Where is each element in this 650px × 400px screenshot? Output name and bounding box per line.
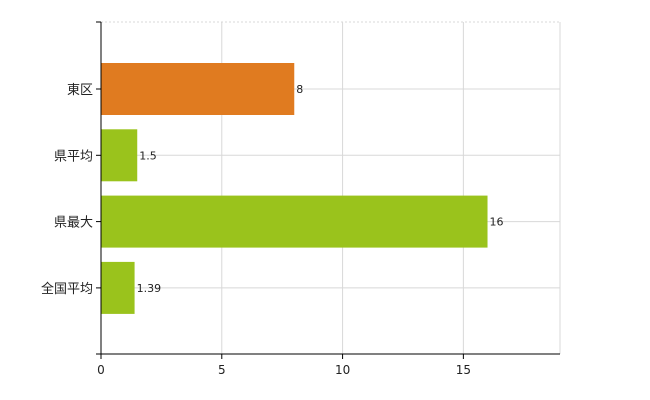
gridlines — [101, 21, 561, 354]
bar — [101, 129, 138, 182]
bar — [101, 261, 135, 314]
x-tick-label: 0 — [97, 363, 105, 377]
category-label: 県平均 — [54, 149, 93, 164]
data-label: 16 — [490, 216, 504, 229]
bar — [101, 195, 488, 248]
data-label: 1.5 — [139, 149, 157, 162]
category-label: 県最大 — [54, 216, 93, 231]
data-label: 1.39 — [137, 282, 162, 295]
axes — [96, 21, 560, 359]
category-label: 全国平均 — [41, 281, 93, 297]
x-tick-label: 15 — [456, 363, 471, 377]
x-tick-label: 10 — [335, 363, 350, 377]
category-label: 東区 — [67, 82, 93, 98]
x-tick-label: 5 — [218, 363, 226, 377]
bar — [101, 63, 295, 115]
bars — [101, 63, 488, 314]
data-label: 8 — [296, 83, 303, 96]
labels: 8 東区 1.5 県平均 16 県最大 1.39 全国平均 0 5 10 15 — [41, 82, 504, 377]
